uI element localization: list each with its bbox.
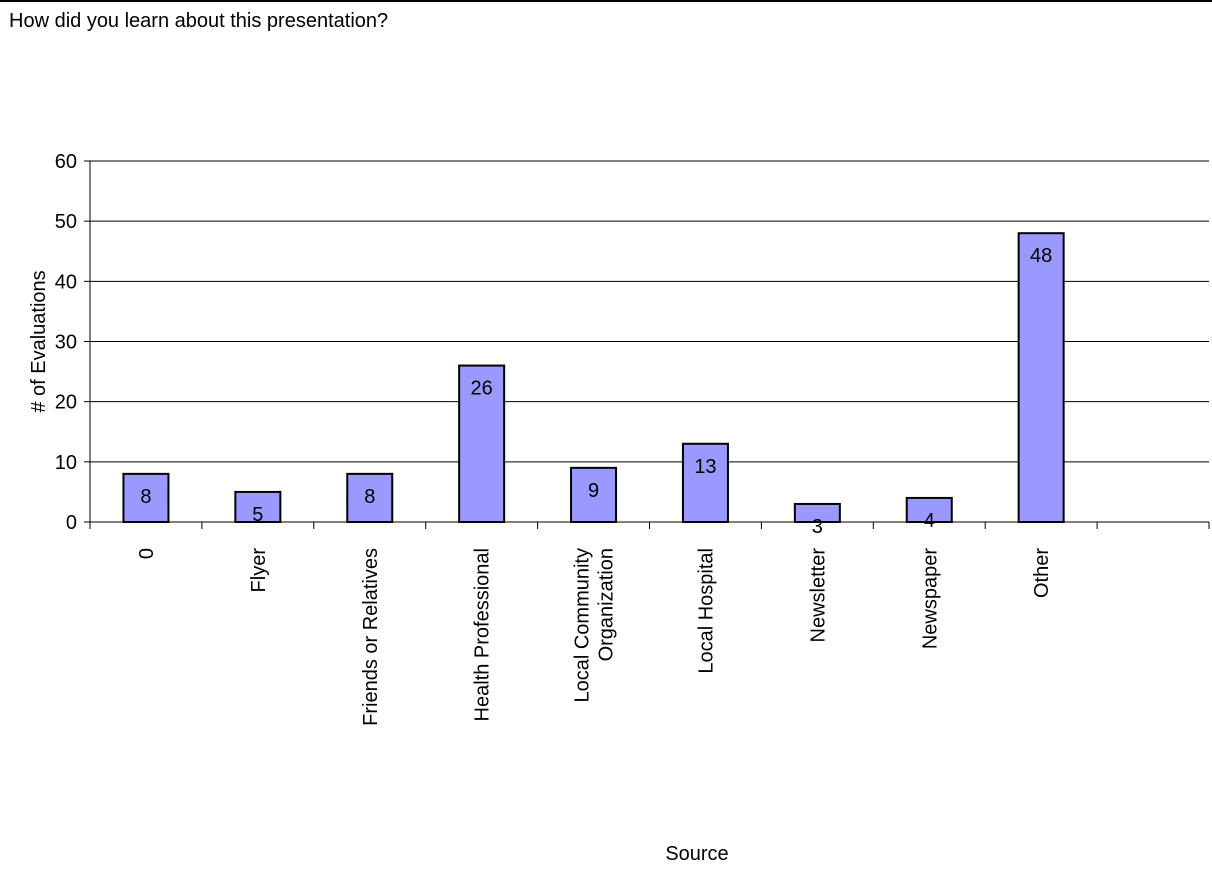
x-tick-label: 0 <box>136 548 158 559</box>
y-tick-label: 0 <box>66 512 77 534</box>
bar <box>905 496 953 523</box>
data-label: 8 <box>364 486 375 508</box>
data-label: 5 <box>252 504 263 526</box>
y-tick-label: 40 <box>55 271 77 293</box>
y-tick-label: 50 <box>55 211 77 233</box>
x-tick-label: Newspaper <box>919 548 941 650</box>
data-label: 9 <box>588 480 599 502</box>
bar <box>122 472 170 524</box>
data-label: 3 <box>812 516 823 538</box>
data-label: 26 <box>471 378 493 400</box>
x-tick-label: Local Hospital <box>695 548 717 674</box>
x-tick-label: Other <box>1031 548 1053 598</box>
data-label: 13 <box>694 456 716 478</box>
bar <box>570 466 618 524</box>
y-tick-label: 10 <box>55 452 77 474</box>
bar <box>681 442 729 523</box>
data-label: 8 <box>140 486 151 508</box>
top-border <box>0 0 1212 2</box>
y-axis-title: # of Evaluations <box>28 270 50 412</box>
bar <box>346 472 394 524</box>
x-tick-label: Local Community Organization <box>572 548 618 703</box>
x-axis-title: Source <box>665 843 728 865</box>
bar <box>793 502 841 524</box>
y-tick-label: 20 <box>55 392 77 414</box>
bar <box>458 364 506 524</box>
x-tick-label: Flyer <box>248 548 270 593</box>
bar <box>1017 232 1065 523</box>
y-tick-label: 30 <box>55 332 77 354</box>
x-tick-label: Friends or Relatives <box>360 548 382 726</box>
data-label: 48 <box>1030 245 1052 267</box>
question-text: How did you learn about this presentatio… <box>9 10 389 32</box>
bar <box>234 490 282 523</box>
data-label: 4 <box>924 510 935 532</box>
y-tick-label: 60 <box>55 151 77 173</box>
x-tick-label: Health Professional <box>472 548 494 721</box>
x-tick-label: Newsletter <box>807 548 829 643</box>
